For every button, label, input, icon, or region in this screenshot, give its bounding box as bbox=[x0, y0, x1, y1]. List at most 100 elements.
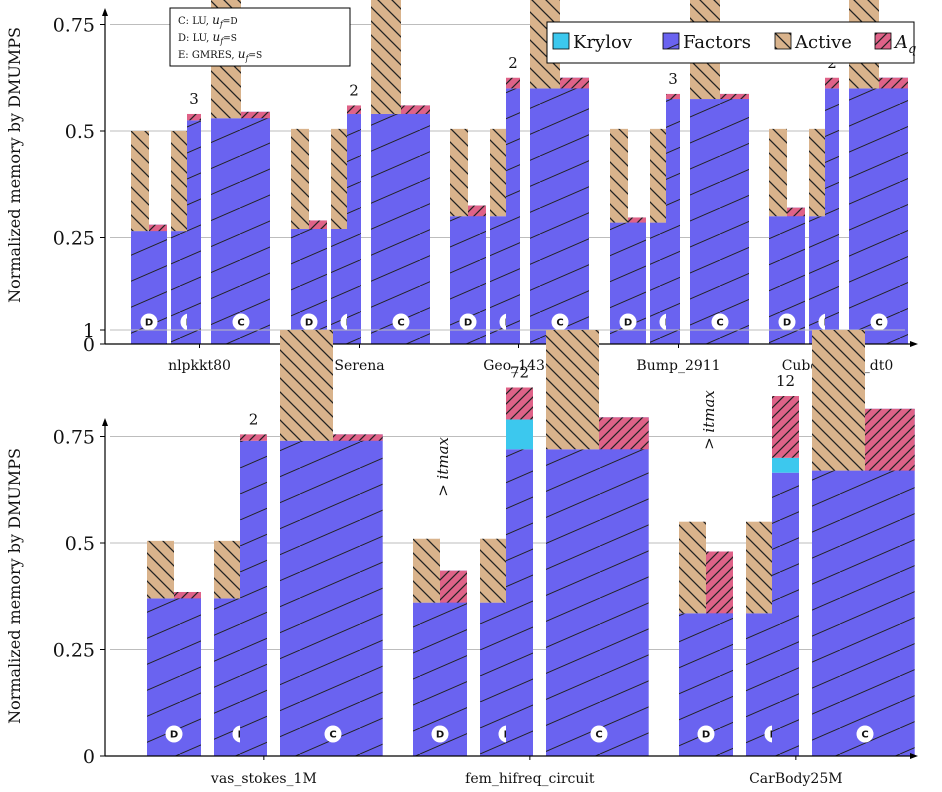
bar-segment-active bbox=[650, 128, 668, 223]
caption-line: C: LU, uf=D bbox=[178, 13, 238, 29]
y-tick-label: 0.25 bbox=[53, 228, 95, 250]
bar-label-badge: D bbox=[619, 313, 637, 331]
bar-group-2: D E 2 C Serena bbox=[291, 0, 430, 374]
bar-segment-aq bbox=[240, 434, 267, 441]
bar-annotation: > itmax bbox=[700, 390, 718, 450]
bar-segment-aq bbox=[720, 93, 749, 100]
legend: Krylov Factors Active Aq bbox=[546, 21, 916, 64]
badge-text: C bbox=[875, 318, 882, 329]
bar: C bbox=[371, 0, 430, 345]
bar-label-badge: C bbox=[870, 313, 888, 331]
bar-segment-aq bbox=[825, 77, 839, 89]
caption-text-part: E: GMRES, bbox=[178, 50, 238, 61]
bar-segment-krylov bbox=[772, 457, 799, 473]
bar: C bbox=[546, 330, 649, 756]
bar-segment-aq bbox=[401, 105, 430, 114]
bar-segment-aq bbox=[174, 591, 201, 599]
bar: E bbox=[214, 540, 250, 756]
y-axis-label: Normalized memory by DMUMPS bbox=[5, 27, 24, 303]
bar-segment-factors bbox=[720, 93, 749, 344]
bar-annotation: 3 bbox=[189, 90, 199, 108]
caption-line: E: GMRES, uf=S bbox=[178, 47, 262, 63]
badge-circle bbox=[165, 725, 183, 743]
bar: 72 bbox=[506, 364, 533, 756]
bar-label-badge: D bbox=[140, 313, 158, 331]
bar-segment-factors bbox=[666, 99, 680, 344]
legend-subscript: q bbox=[908, 42, 916, 57]
bar-segment-krylov bbox=[506, 419, 533, 450]
bar-segment-aq bbox=[666, 93, 680, 100]
caption-text-part: u bbox=[213, 30, 221, 44]
bar-segment-aq bbox=[506, 387, 533, 420]
bar: 12 bbox=[772, 372, 799, 756]
bar-segment-active bbox=[371, 0, 401, 114]
x-category-label: vas_stokes_1M bbox=[210, 771, 317, 787]
bar: E bbox=[331, 128, 358, 344]
bar: D bbox=[131, 131, 167, 344]
badge-text: C bbox=[716, 318, 723, 329]
legend-item-aq: Aq bbox=[874, 32, 916, 57]
caption-frame bbox=[169, 7, 351, 67]
badge-text: D bbox=[170, 730, 178, 741]
bar-segment-active bbox=[131, 131, 149, 232]
bar-segment-active bbox=[171, 131, 189, 232]
bar-segment-factors bbox=[241, 111, 270, 344]
bar-segment-aq bbox=[772, 396, 799, 458]
badge-circle bbox=[856, 725, 874, 743]
bar-label-badge: C bbox=[590, 725, 608, 743]
bar-label-badge: C bbox=[324, 725, 342, 743]
bar: 2 bbox=[240, 410, 267, 756]
badge-text: C bbox=[556, 318, 563, 329]
bar-segment-factors bbox=[530, 88, 560, 345]
bar-segment-factors bbox=[812, 470, 865, 756]
bar-segment-factors bbox=[450, 216, 468, 344]
bar-segment-active bbox=[291, 128, 309, 229]
bar-segment-factors bbox=[401, 105, 430, 344]
bar-segment-aq bbox=[599, 417, 649, 450]
badge-text: D bbox=[436, 730, 444, 741]
bar-segment-aq bbox=[468, 205, 486, 217]
bar-segment-factors bbox=[879, 77, 908, 344]
bar-group-5: DE2CCube_Coup_dt0 bbox=[769, 0, 908, 374]
bar-segment-active bbox=[147, 540, 174, 599]
caption-text-part: f bbox=[245, 54, 251, 63]
y-tick-label: 0.25 bbox=[53, 640, 95, 662]
legend-swatch bbox=[774, 32, 792, 50]
bar-label-badge: D bbox=[300, 313, 318, 331]
bar-segment-factors bbox=[333, 434, 383, 756]
bar-segment-factors bbox=[280, 440, 333, 756]
badge-text: D bbox=[305, 318, 313, 329]
bar-segment-factors bbox=[560, 77, 589, 344]
bar: D bbox=[450, 128, 486, 344]
bar: 2 bbox=[825, 54, 839, 345]
bar: D bbox=[147, 540, 201, 756]
bar-label-badge: D bbox=[459, 313, 477, 331]
badge-circle bbox=[590, 725, 608, 743]
bar-label-badge: C bbox=[856, 725, 874, 743]
caption-text-part: =S bbox=[248, 51, 262, 61]
bar-segment-factors bbox=[240, 440, 267, 756]
caption-text-part: D: LU, bbox=[178, 33, 213, 44]
bar: C bbox=[849, 0, 908, 345]
legend-swatch bbox=[662, 32, 680, 50]
x-category-label: fem_hifreq_circuit bbox=[465, 771, 595, 787]
bar-segment-active bbox=[610, 128, 628, 223]
bar-group-3: D E 2 C Geo_1438 bbox=[450, 0, 589, 374]
bar-group-3: D > itmax E 12 C CarBody25M bbox=[679, 330, 915, 787]
bar-label-badge: C bbox=[392, 313, 410, 331]
bar-segment-factors bbox=[809, 216, 827, 344]
legend-item-factors: Factors bbox=[662, 32, 751, 53]
bar-label-badge: D bbox=[778, 313, 796, 331]
badge-text: C bbox=[237, 318, 244, 329]
bar-segment-aq bbox=[865, 408, 915, 471]
bar-segment-factors bbox=[506, 449, 533, 756]
legend-item-krylov: Krylov bbox=[552, 32, 633, 53]
bar-segment-active bbox=[746, 521, 773, 614]
chart-panel-1: 00.250.50.751DE3Cnlpkkt80DE2CSerenaDE2CG… bbox=[5, 0, 918, 374]
badge-text: D bbox=[145, 318, 153, 329]
caption-text-part: f bbox=[219, 37, 225, 46]
bar-segment-aq bbox=[187, 113, 201, 121]
x-category-label: CarBody25M bbox=[749, 771, 843, 787]
bar-segment-aq bbox=[506, 77, 520, 89]
